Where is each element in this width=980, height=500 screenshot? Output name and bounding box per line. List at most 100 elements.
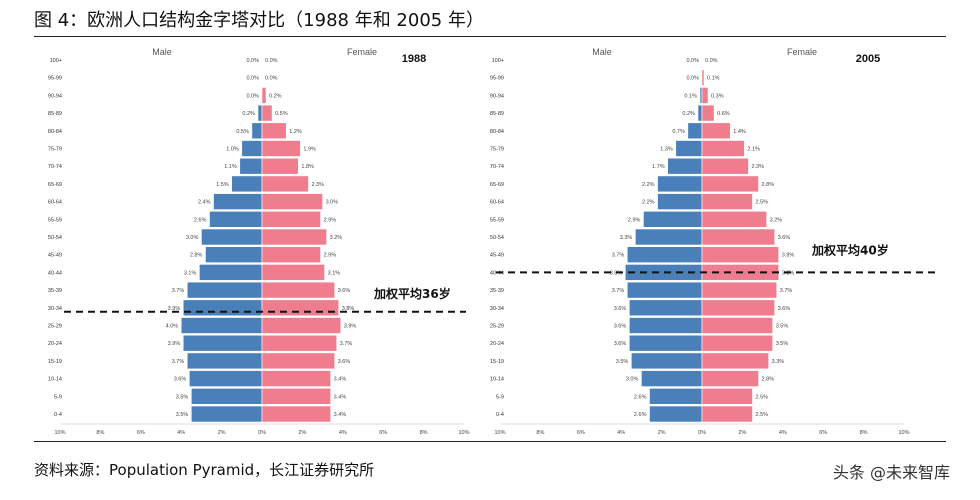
male-value-label: 3.7% [612,288,625,294]
male-value-label: 2.2% [642,200,655,206]
x-tick-label: 0% [258,430,266,436]
male-bar [251,122,263,140]
male-bar [628,334,703,352]
female-bar [261,193,323,210]
female-value-label: 2.8% [762,377,775,383]
female-bar [261,140,301,157]
male-value-label: 0.2% [242,111,255,117]
male-header: Male [592,47,612,57]
male-value-label: 3.0% [626,377,639,383]
female-bar [701,352,769,370]
female-bar [261,175,309,193]
male-value-label: 2.6% [194,217,207,223]
male-value-label: 1.3% [660,147,673,153]
figure-title: 图 4：欧洲人口结构金字塔对比（1988 年和 2005 年） [34,10,484,31]
female-value-label: 3.8% [782,253,795,259]
male-bar [626,281,703,299]
x-tick-label: 6% [819,430,827,436]
male-value-label: 3.9% [168,306,181,312]
male-value-label: 1.1% [224,164,237,170]
bottom-rule [34,441,946,442]
age-label: 30-34 [48,306,62,312]
year-label: 1988 [402,53,426,65]
female-value-label: 2.5% [756,394,769,400]
age-label: 100+ [492,58,504,64]
female-value-label: 0.0% [265,58,278,64]
male-value-label: 1.5% [216,182,229,188]
female-value-label: 3.4% [334,394,347,400]
x-tick-label: 4% [339,430,347,436]
female-bar [261,228,327,246]
age-label: 20-24 [490,341,504,347]
age-label: 15-19 [490,359,504,365]
top-rule [34,36,946,37]
female-bar [701,104,715,122]
male-value-label: 3.6% [614,324,627,330]
year-label: 2005 [856,53,880,65]
male-bar [687,122,703,140]
male-bar [657,193,703,210]
male-value-label: 0.0% [246,93,259,99]
female-bar [701,387,753,405]
female-value-label: 2.3% [311,182,324,188]
age-label: 85-89 [48,111,62,117]
male-bar [699,87,703,104]
female-value-label: 3.8% [342,306,355,312]
age-label: 10-14 [490,377,504,383]
age-label: 45-49 [490,253,504,259]
age-label: 20-24 [48,341,62,347]
female-value-label: 0.5% [275,111,288,117]
x-tick-label: 4% [779,430,787,436]
x-tick-label: 8% [420,430,428,436]
female-bar [261,87,267,104]
male-value-label: 3.7% [172,288,185,294]
female-bar [261,122,287,140]
x-tick-label: 10% [898,430,909,436]
male-value-label: 2.6% [634,412,647,418]
male-value-label: 0.0% [686,76,699,82]
female-bar [261,246,321,263]
female-value-label: 3.2% [330,235,343,241]
male-bar [697,104,703,122]
x-tick-label: 10% [494,430,505,436]
age-label: 75-79 [48,147,62,153]
male-value-label: 3.6% [614,306,627,312]
age-label: 40-44 [48,270,62,276]
female-value-label: 1.2% [289,129,302,135]
female-value-label: 2.9% [324,217,337,223]
x-tick-label: 6% [577,430,585,436]
female-value-label: 3.3% [772,359,785,365]
female-bar [701,193,753,210]
female-bar [701,211,767,228]
female-bar [701,299,776,317]
female-bar [261,370,331,387]
male-value-label: 0.5% [236,129,249,135]
female-value-label: 2.5% [756,412,769,418]
male-bar [182,299,263,317]
age-label: 10-14 [48,377,62,383]
x-tick-label: 6% [137,430,145,436]
male-bar [635,228,703,246]
female-bar [701,157,749,175]
x-tick-label: 2% [658,430,666,436]
male-value-label: 0.1% [684,93,697,99]
male-bar [186,352,263,370]
age-label: 65-69 [48,182,62,188]
male-header: Male [152,47,172,57]
male-value-label: 3.7% [172,359,185,365]
age-label: 65-69 [490,182,504,188]
age-label: 50-54 [490,235,504,241]
x-tick-label: 4% [617,430,625,436]
male-bar [241,140,263,157]
female-value-label: 1.4% [733,129,746,135]
pyramid-chart-2005: Male Female 2005 0-4 2.6% 2.5% 5-9 2.6% 2.5% 10-1… [490,47,936,436]
age-label: 95-99 [48,76,62,82]
male-bar [205,246,263,263]
age-label: 5-9 [496,394,504,400]
male-bar [182,334,263,352]
female-bar [701,122,731,140]
female-value-label: 3.1% [328,270,341,276]
female-value-label: 3.6% [338,288,351,294]
age-label: 45-49 [48,253,62,259]
female-value-label: 0.0% [705,58,718,64]
